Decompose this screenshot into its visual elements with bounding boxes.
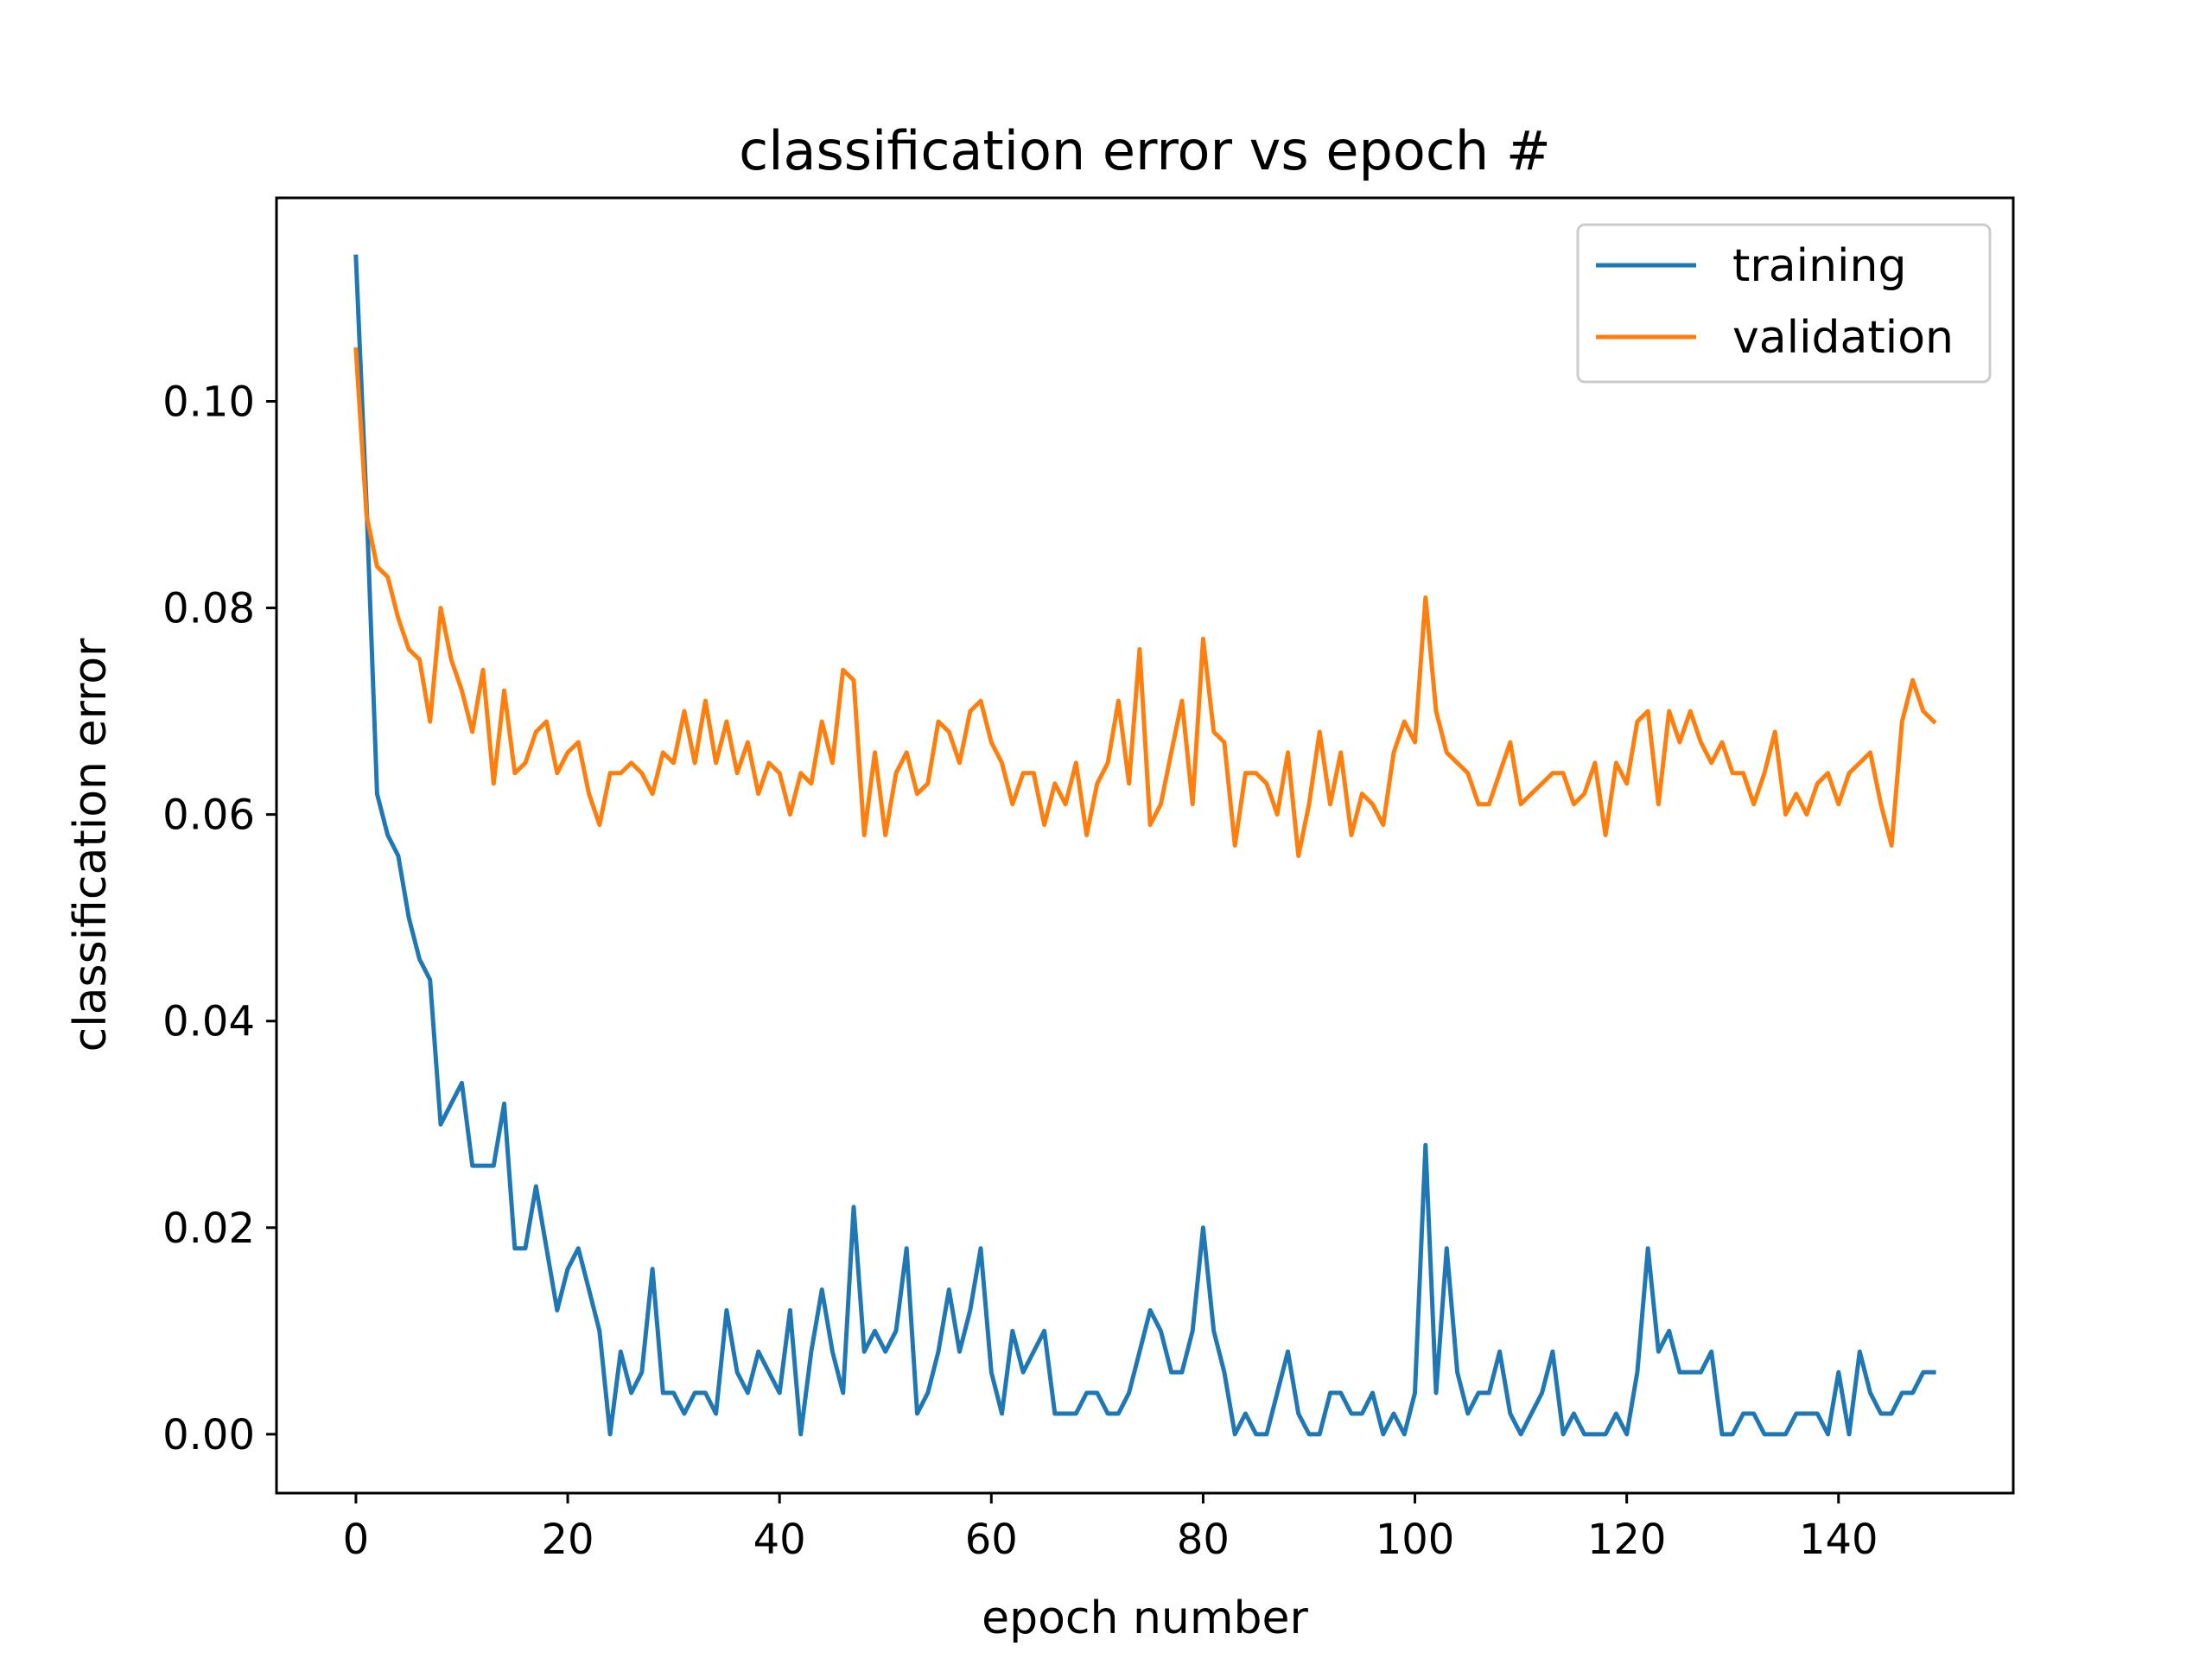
x-tick-label: 0 [343, 1516, 370, 1564]
y-tick-label: 0.10 [162, 378, 255, 426]
legend-entries: training validation [1596, 240, 1954, 364]
x-tick-label: 100 [1376, 1516, 1455, 1564]
plot-frame [275, 196, 2015, 1495]
x-tick-label: 140 [1799, 1516, 1878, 1564]
x-tick-label: 120 [1587, 1516, 1667, 1564]
y-tick-label: 0.08 [162, 585, 255, 633]
x-tick-label: 20 [542, 1516, 594, 1564]
y-axis-ticks: 0.00 0.02 0.04 0.06 0.08 0.10 [162, 378, 276, 1459]
legend: training validation [1576, 223, 1992, 384]
plot-area [353, 254, 1937, 1437]
x-tick-label: 60 [965, 1516, 1018, 1564]
series-line-validation [353, 347, 1937, 858]
y-tick-label: 0.00 [162, 1411, 255, 1459]
legend-label-training: training [1732, 240, 1906, 292]
x-axis-ticks: 0 20 40 60 80 100 120 140 [343, 1493, 1878, 1564]
y-tick-label: 0.06 [162, 791, 255, 840]
chart-title: classification error vs epoch # [739, 119, 1551, 182]
series-layer [353, 254, 1937, 1437]
y-axis-label: classification error [65, 638, 117, 1052]
y-tick-label: 0.04 [162, 998, 255, 1046]
legend-label-validation: validation [1732, 312, 1954, 364]
x-axis-label: epoch number [982, 1592, 1308, 1644]
x-tick-label: 80 [1177, 1516, 1230, 1564]
series-line-training [353, 254, 1936, 1437]
y-tick-label: 0.02 [162, 1205, 255, 1253]
x-tick-label: 40 [753, 1516, 806, 1564]
